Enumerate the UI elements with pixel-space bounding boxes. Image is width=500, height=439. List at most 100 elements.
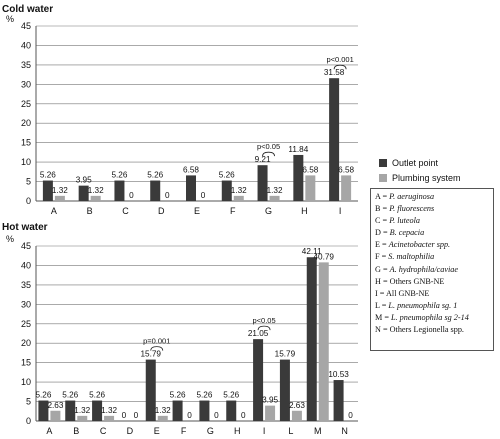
y-tick-label: 5 — [26, 397, 31, 407]
bar-outlet — [114, 180, 125, 201]
data-label: 6.58 — [302, 165, 318, 174]
x-tick-label: D — [158, 206, 165, 216]
bar-outlet — [145, 359, 156, 421]
y-tick-label: 35 — [21, 60, 31, 70]
data-label: 6.58 — [338, 165, 354, 174]
legend-key-name: L. pneumophila sg 2-14 — [391, 312, 469, 322]
bar-outlet — [226, 400, 237, 421]
legend-key-name: A. hydrophila/caviae — [389, 264, 458, 274]
legend-key-name: L. pneumophila sg. 1 — [388, 300, 458, 310]
data-label: 15.79 — [275, 350, 296, 359]
chart-title: Cold water — [2, 4, 53, 15]
x-tick-label: E — [194, 206, 200, 216]
legend-key-item: H = Others GNB-NE — [375, 276, 489, 288]
legend-key-name: Others Legionella spp. — [389, 325, 464, 335]
significance-label: p<0.001 — [326, 55, 353, 64]
bar-outlet — [293, 154, 304, 201]
data-label: 0 — [241, 411, 246, 420]
data-label: 0 — [165, 191, 170, 200]
y-axis-label: % — [6, 14, 14, 24]
bar-outlet — [38, 400, 49, 421]
x-tick-label: I — [339, 206, 342, 216]
legend-key-item: I = All GNB-NE — [375, 288, 489, 300]
x-tick-label: D — [127, 426, 134, 436]
bar-outlet — [279, 359, 290, 421]
x-tick-label: L — [288, 426, 293, 436]
y-tick-label: 25 — [21, 319, 31, 329]
data-label: 1.32 — [74, 406, 90, 415]
data-label: 1.32 — [267, 186, 283, 195]
series-legend-outlet: Outlet point — [379, 158, 438, 168]
y-tick-label: 10 — [21, 157, 31, 167]
bar-outlet — [199, 400, 210, 421]
data-label: 0 — [122, 411, 127, 420]
data-label: 10.53 — [328, 370, 349, 379]
legend-key-item: M = L. pneumophila sg 2-14 — [375, 312, 489, 324]
bar-plumbing — [90, 195, 101, 201]
significance-label: p=0.001 — [143, 337, 170, 346]
y-tick-label: 35 — [21, 280, 31, 290]
data-label: 6.58 — [183, 165, 199, 174]
bar-plumbing — [54, 195, 65, 201]
legend-key-code: M = — [375, 312, 391, 322]
legend-key-code: H = — [375, 276, 390, 286]
x-tick-label: C — [122, 206, 129, 216]
chart-title: Hot water — [2, 222, 48, 233]
plumbing-swatch — [379, 174, 387, 182]
category-legend-box: A = P. aeruginosa B = P. fluorescens C = P… — [370, 188, 494, 351]
y-tick-label: 45 — [21, 241, 31, 251]
data-label: 21.05 — [248, 329, 269, 338]
data-label: 2.63 — [47, 401, 63, 410]
x-tick-label: E — [154, 426, 160, 436]
bar-plumbing — [305, 175, 316, 201]
y-tick-label: 40 — [21, 40, 31, 50]
series-legend-plumbing: Plumbing system — [379, 173, 461, 183]
bar-outlet — [65, 400, 76, 421]
data-label: 0 — [134, 411, 139, 420]
x-tick-label: B — [73, 426, 79, 436]
data-label: 3.95 — [262, 396, 278, 405]
legend-key-item: C = P. luteola — [375, 215, 489, 227]
legend-key-item: E = Acinetobacter spp. — [375, 239, 489, 251]
legend-key-name: P. fluorescens — [389, 204, 435, 214]
legend-key-name: All GNB-NE — [386, 288, 430, 298]
x-tick-label: F — [230, 206, 236, 216]
bar-outlet — [221, 180, 232, 201]
y-tick-label: 30 — [21, 79, 31, 89]
y-tick-label: 45 — [21, 21, 31, 31]
data-label: 1.32 — [52, 186, 68, 195]
significance-bracket — [333, 64, 347, 70]
y-tick-label: 15 — [21, 358, 31, 368]
data-label: 5.26 — [89, 391, 105, 400]
x-tick-label: I — [263, 426, 266, 436]
data-label: 15.79 — [141, 350, 162, 359]
legend-key-item: L = L. pneumophila sg. 1 — [375, 300, 489, 312]
legend-key-item: F = S. maltophilia — [375, 251, 489, 263]
data-label: 5.26 — [196, 391, 212, 400]
data-label: 0 — [129, 191, 134, 200]
legend-key-item: G = A. hydrophila/caviae — [375, 264, 489, 276]
data-label: 0 — [348, 411, 353, 420]
bar-outlet — [78, 185, 89, 201]
x-tick-label: A — [51, 206, 57, 216]
x-tick-label: H — [301, 206, 308, 216]
legend-key-item: B = P. fluorescens — [375, 203, 489, 215]
bar-plumbing — [318, 262, 329, 421]
data-label: 1.32 — [155, 406, 171, 415]
x-tick-label: C — [100, 426, 107, 436]
data-label: 5.26 — [223, 391, 239, 400]
legend-key-code: C = — [375, 216, 390, 226]
data-label: 5.26 — [35, 391, 51, 400]
legend-key-item: N = Others Legionella spp. — [375, 324, 489, 336]
x-tick-label: H — [234, 426, 241, 436]
y-tick-label: 0 — [26, 196, 31, 206]
legend-key-code: L = — [375, 300, 389, 310]
bar-outlet — [150, 180, 161, 201]
bar-outlet — [333, 380, 344, 421]
y-tick-label: 30 — [21, 299, 31, 309]
data-label: 3.95 — [76, 176, 92, 185]
legend-key-code: A = — [375, 192, 390, 201]
legend-key-name: B. cepacia — [389, 228, 425, 238]
x-tick-label: F — [181, 426, 187, 436]
bar-plumbing — [233, 195, 244, 201]
